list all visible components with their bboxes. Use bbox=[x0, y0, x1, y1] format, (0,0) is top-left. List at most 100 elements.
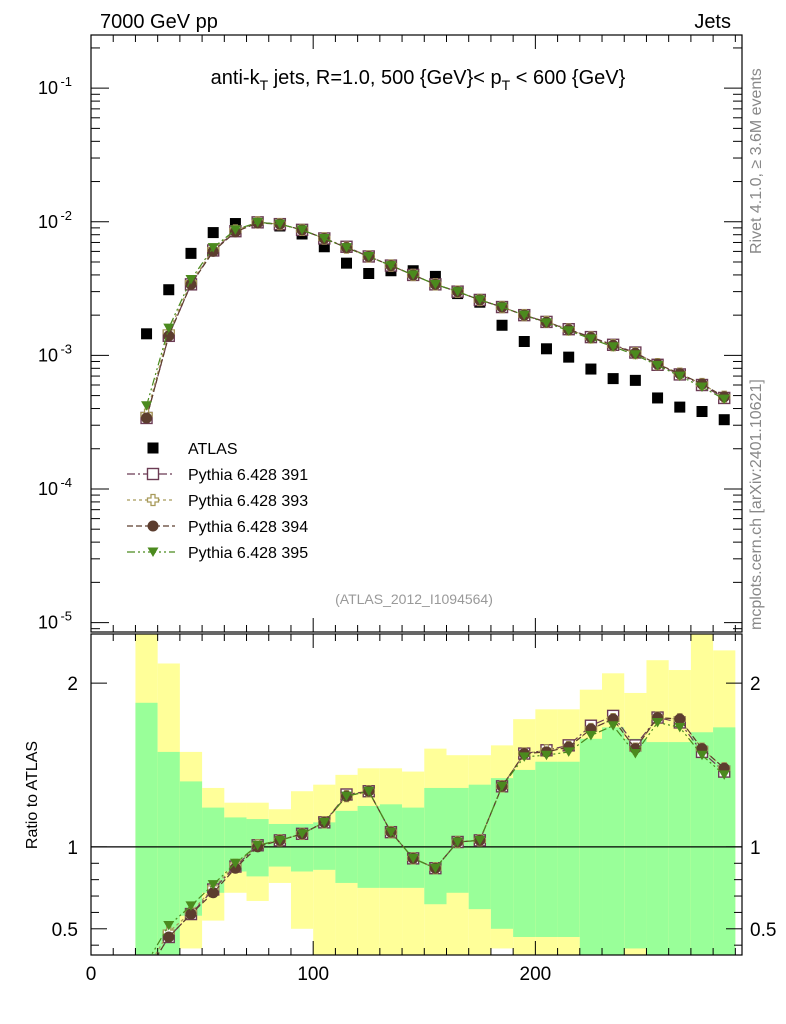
band-green-bin bbox=[157, 751, 180, 955]
data-point-pythia-6-428-395 bbox=[674, 722, 686, 733]
main-ytick-label: 10 -2 bbox=[38, 208, 72, 232]
main-panel-series bbox=[140, 216, 731, 426]
data-point-pythia-6-428-395 bbox=[652, 360, 664, 371]
data-point-pythia-6-428-395 bbox=[474, 835, 486, 846]
legend-label-atlas: ATLAS bbox=[188, 441, 238, 458]
band-green-bin bbox=[713, 727, 736, 955]
ratio-frame bbox=[90, 633, 743, 956]
data-point-pythia-6-428-395 bbox=[496, 302, 508, 313]
series-line-pythia-6-428-394 bbox=[156, 716, 725, 955]
data-point-atlas bbox=[341, 257, 353, 269]
data-point-pythia-6-428-395 bbox=[518, 752, 530, 762]
data-point-pythia-6-428-395 bbox=[296, 829, 308, 839]
data-point-pythia-6-428-395 bbox=[496, 781, 508, 792]
main-title: anti-kT jets, R=1.0, 500 {GeV}< pT < 600… bbox=[211, 67, 626, 93]
band-green-bin bbox=[557, 761, 580, 937]
data-point-pythia-6-428-395 bbox=[452, 287, 464, 297]
data-point-pythia-6-428-394 bbox=[207, 887, 219, 899]
band-green-bin bbox=[313, 822, 336, 870]
data-point-pythia-6-428-395 bbox=[518, 310, 530, 321]
data-point-pythia-6-428-395 bbox=[163, 921, 175, 931]
data-point-atlas bbox=[629, 374, 641, 386]
ratio-ytick-label-right: 1 bbox=[750, 838, 761, 859]
data-point-pythia-6-428-395 bbox=[429, 279, 441, 290]
data-point-pythia-6-428-395 bbox=[696, 382, 708, 392]
data-point-atlas bbox=[229, 218, 241, 230]
band-green-bin bbox=[224, 817, 247, 872]
ytick-base: 10 bbox=[38, 78, 58, 98]
legend: ATLAS Pythia 6.428 391 Pythia 6.428 393 Pyt… bbox=[127, 441, 308, 562]
data-point-pythia-6-428-395 bbox=[274, 835, 286, 846]
data-point-atlas bbox=[652, 392, 664, 404]
data-point-pythia-6-428-395 bbox=[274, 219, 286, 230]
data-point-pythia-6-428-395 bbox=[540, 318, 552, 328]
data-point-atlas bbox=[585, 363, 597, 375]
ratio-panel-ticks: 0.5 0.5 1 1 2 2 0 100 200 bbox=[52, 634, 776, 985]
data-point-pythia-6-428-395 bbox=[718, 770, 730, 780]
ytick-exponent: -2 bbox=[60, 208, 72, 223]
data-point-pythia-6-428-395 bbox=[629, 749, 641, 759]
ratio-xtick-label: 100 bbox=[297, 964, 329, 985]
legend-label-pythia-6-428-393: Pythia 6.428 393 bbox=[188, 493, 308, 510]
main-ytick-label: 10 -3 bbox=[38, 341, 72, 365]
data-point-atlas bbox=[141, 328, 153, 340]
ratio-xtick-label: 200 bbox=[520, 964, 552, 985]
data-point-pythia-6-428-395 bbox=[385, 827, 397, 838]
ytick-base: 10 bbox=[38, 479, 58, 499]
header-right: Jets bbox=[694, 11, 731, 33]
band-green-bin bbox=[513, 769, 536, 937]
data-point-pythia-6-428-395 bbox=[229, 225, 241, 235]
band-green-bin bbox=[690, 732, 714, 955]
ratio-ytick-label-left: 2 bbox=[67, 674, 78, 695]
legend-marker-atlas bbox=[147, 442, 159, 454]
data-point-atlas bbox=[607, 373, 619, 385]
ytick-base: 10 bbox=[38, 212, 58, 232]
legend-label-pythia-6-428-391: Pythia 6.428 391 bbox=[188, 467, 308, 484]
band-green-bin bbox=[490, 778, 514, 929]
data-point-pythia-6-428-395 bbox=[674, 371, 686, 382]
data-point-pythia-6-428-394 bbox=[141, 412, 153, 424]
data-point-atlas bbox=[496, 319, 508, 331]
ytick-exponent: -3 bbox=[60, 341, 72, 356]
data-point-atlas bbox=[363, 267, 375, 279]
ytick-exponent: -4 bbox=[60, 475, 72, 490]
data-point-pythia-6-428-395 bbox=[563, 747, 575, 757]
band-green-bin bbox=[668, 742, 691, 955]
data-point-pythia-6-428-395 bbox=[163, 323, 175, 334]
title-part-a: anti-k bbox=[211, 67, 261, 89]
ratio-ytick-label-left: 1 bbox=[67, 838, 78, 859]
data-point-pythia-6-428-394 bbox=[163, 931, 175, 943]
band-green-bin bbox=[179, 781, 203, 916]
band-green-bin bbox=[402, 807, 425, 888]
data-point-atlas bbox=[207, 227, 219, 239]
analysis-watermark: (ATLAS_2012_I1094564) bbox=[335, 591, 493, 607]
data-point-pythia-6-428-395 bbox=[607, 342, 619, 352]
data-point-pythia-6-428-395 bbox=[629, 350, 641, 360]
data-point-pythia-6-428-395 bbox=[296, 225, 308, 235]
data-point-pythia-6-428-395 bbox=[652, 717, 664, 728]
data-point-atlas bbox=[185, 247, 197, 259]
data-point-atlas bbox=[563, 351, 575, 363]
ytick-base: 10 bbox=[38, 613, 58, 633]
legend-marker-pythia-6-428-394 bbox=[147, 520, 159, 532]
ratio-ylabel: Ratio to ATLAS bbox=[24, 741, 41, 849]
data-point-pythia-6-428-395 bbox=[185, 901, 197, 911]
data-point-pythia-6-428-395 bbox=[252, 217, 264, 228]
data-point-pythia-6-428-395 bbox=[429, 863, 441, 874]
data-point-pythia-6-428-395 bbox=[407, 270, 419, 280]
main-panel-ticks: 10-510-410-310-210-1 bbox=[38, 35, 742, 633]
data-point-atlas bbox=[163, 284, 175, 296]
title-part-b: jets, R=1.0, 500 {GeV}< p bbox=[268, 67, 502, 89]
band-green-bin bbox=[602, 727, 625, 955]
data-point-atlas bbox=[696, 406, 708, 418]
panel-frames bbox=[90, 34, 743, 956]
band-green-bin bbox=[646, 742, 669, 955]
main-ytick-label: 10 -1 bbox=[38, 74, 72, 98]
data-point-pythia-6-428-395 bbox=[452, 837, 464, 847]
title-sub-a: T bbox=[260, 77, 269, 93]
data-point-atlas bbox=[674, 401, 686, 413]
band-green-bin bbox=[624, 738, 647, 949]
data-point-pythia-6-428-395 bbox=[474, 295, 486, 305]
ratio-ytick-label-right: 2 bbox=[750, 674, 761, 695]
band-green-bin bbox=[535, 761, 558, 937]
